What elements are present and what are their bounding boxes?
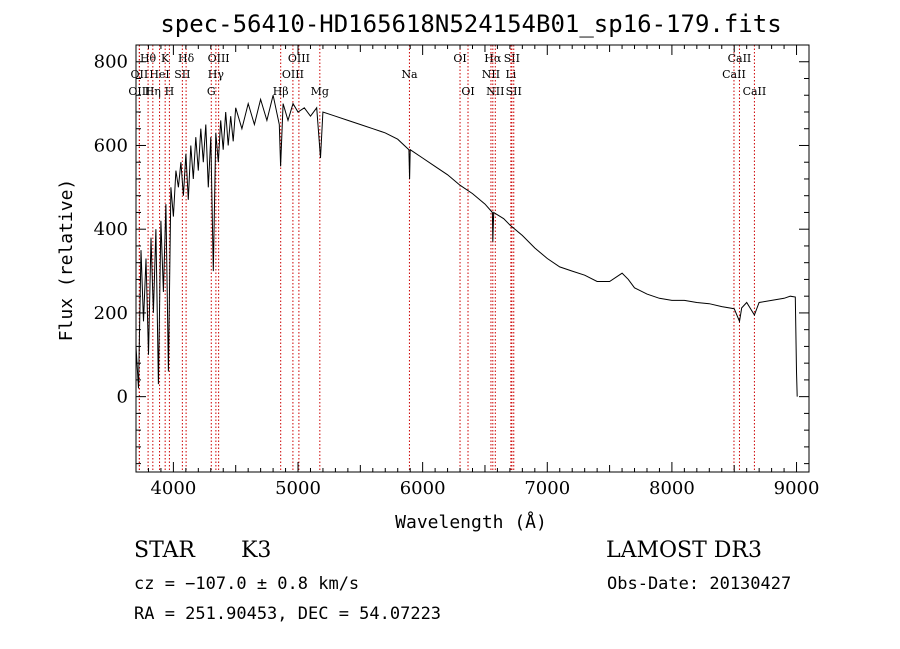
y-axis: 0 200 400 600 800 <box>94 44 809 465</box>
y-tick-label: 800 <box>94 52 128 73</box>
plot-frame <box>135 44 810 473</box>
x-tick-label: 4000 <box>150 478 196 499</box>
survey-name: LAMOST DR3 <box>606 538 762 563</box>
marker-label: Hη <box>145 85 161 98</box>
y-tick-label: 400 <box>94 219 128 240</box>
marker-label: Hβ <box>273 85 289 98</box>
coordinates: RA = 251.90453, DEC = 54.07223 <box>134 604 442 624</box>
marker-label: Li <box>505 68 516 81</box>
marker-label: CaII <box>722 68 746 81</box>
marker-label: OIII <box>208 52 230 65</box>
marker-label: NII <box>486 85 504 98</box>
marker-label: OIII <box>128 85 150 98</box>
marker-label: CaII <box>728 52 752 65</box>
y-tick-label: 200 <box>94 303 128 324</box>
marker-label: Mg <box>311 85 329 98</box>
marker-label: NII <box>482 68 500 81</box>
y-tick-label: 600 <box>94 135 128 156</box>
y-axis-label: Flux (relative) <box>56 179 77 342</box>
marker-label: SII <box>504 52 520 65</box>
x-tick-label: 8000 <box>649 478 695 499</box>
x-tick-label: 5000 <box>275 478 321 499</box>
marker-label: SII <box>174 68 190 81</box>
marker-label: H <box>165 85 175 98</box>
marker-label: OI <box>453 52 466 65</box>
spectrum-line <box>135 95 798 397</box>
x-axis: 4000 5000 6000 7000 8000 9000 <box>135 45 820 499</box>
marker-label: HeI <box>149 68 169 81</box>
marker-label: CaII <box>743 85 767 98</box>
x-tick-label: 9000 <box>774 478 820 499</box>
marker-label: OIII <box>288 52 310 65</box>
object-subclass: K3 <box>241 538 272 563</box>
redshift-velocity: cz = −107.0 ± 0.8 km/s <box>134 574 360 594</box>
marker-label: G <box>207 85 216 98</box>
marker-label: OI <box>461 85 474 98</box>
marker-label: K <box>161 52 170 65</box>
marker-label: Hγ <box>208 68 225 81</box>
chart-title: spec-56410-HD165618N524154B01_sp16-179.f… <box>160 10 781 38</box>
x-axis-label: Wavelength (Å) <box>395 511 547 533</box>
marker-label: SII <box>506 85 522 98</box>
marker-label: Hα <box>484 52 502 65</box>
marker-label: OIII <box>282 68 304 81</box>
x-tick-label: 6000 <box>400 478 446 499</box>
marker-label: Hδ <box>178 52 195 65</box>
marker-label: Hθ <box>140 52 157 65</box>
observation-date: Obs-Date: 20130427 <box>607 574 792 594</box>
x-tick-label: 7000 <box>524 478 570 499</box>
marker-label: Na <box>401 68 418 81</box>
object-class: STAR <box>134 538 195 563</box>
y-tick-label: 0 <box>117 387 128 408</box>
